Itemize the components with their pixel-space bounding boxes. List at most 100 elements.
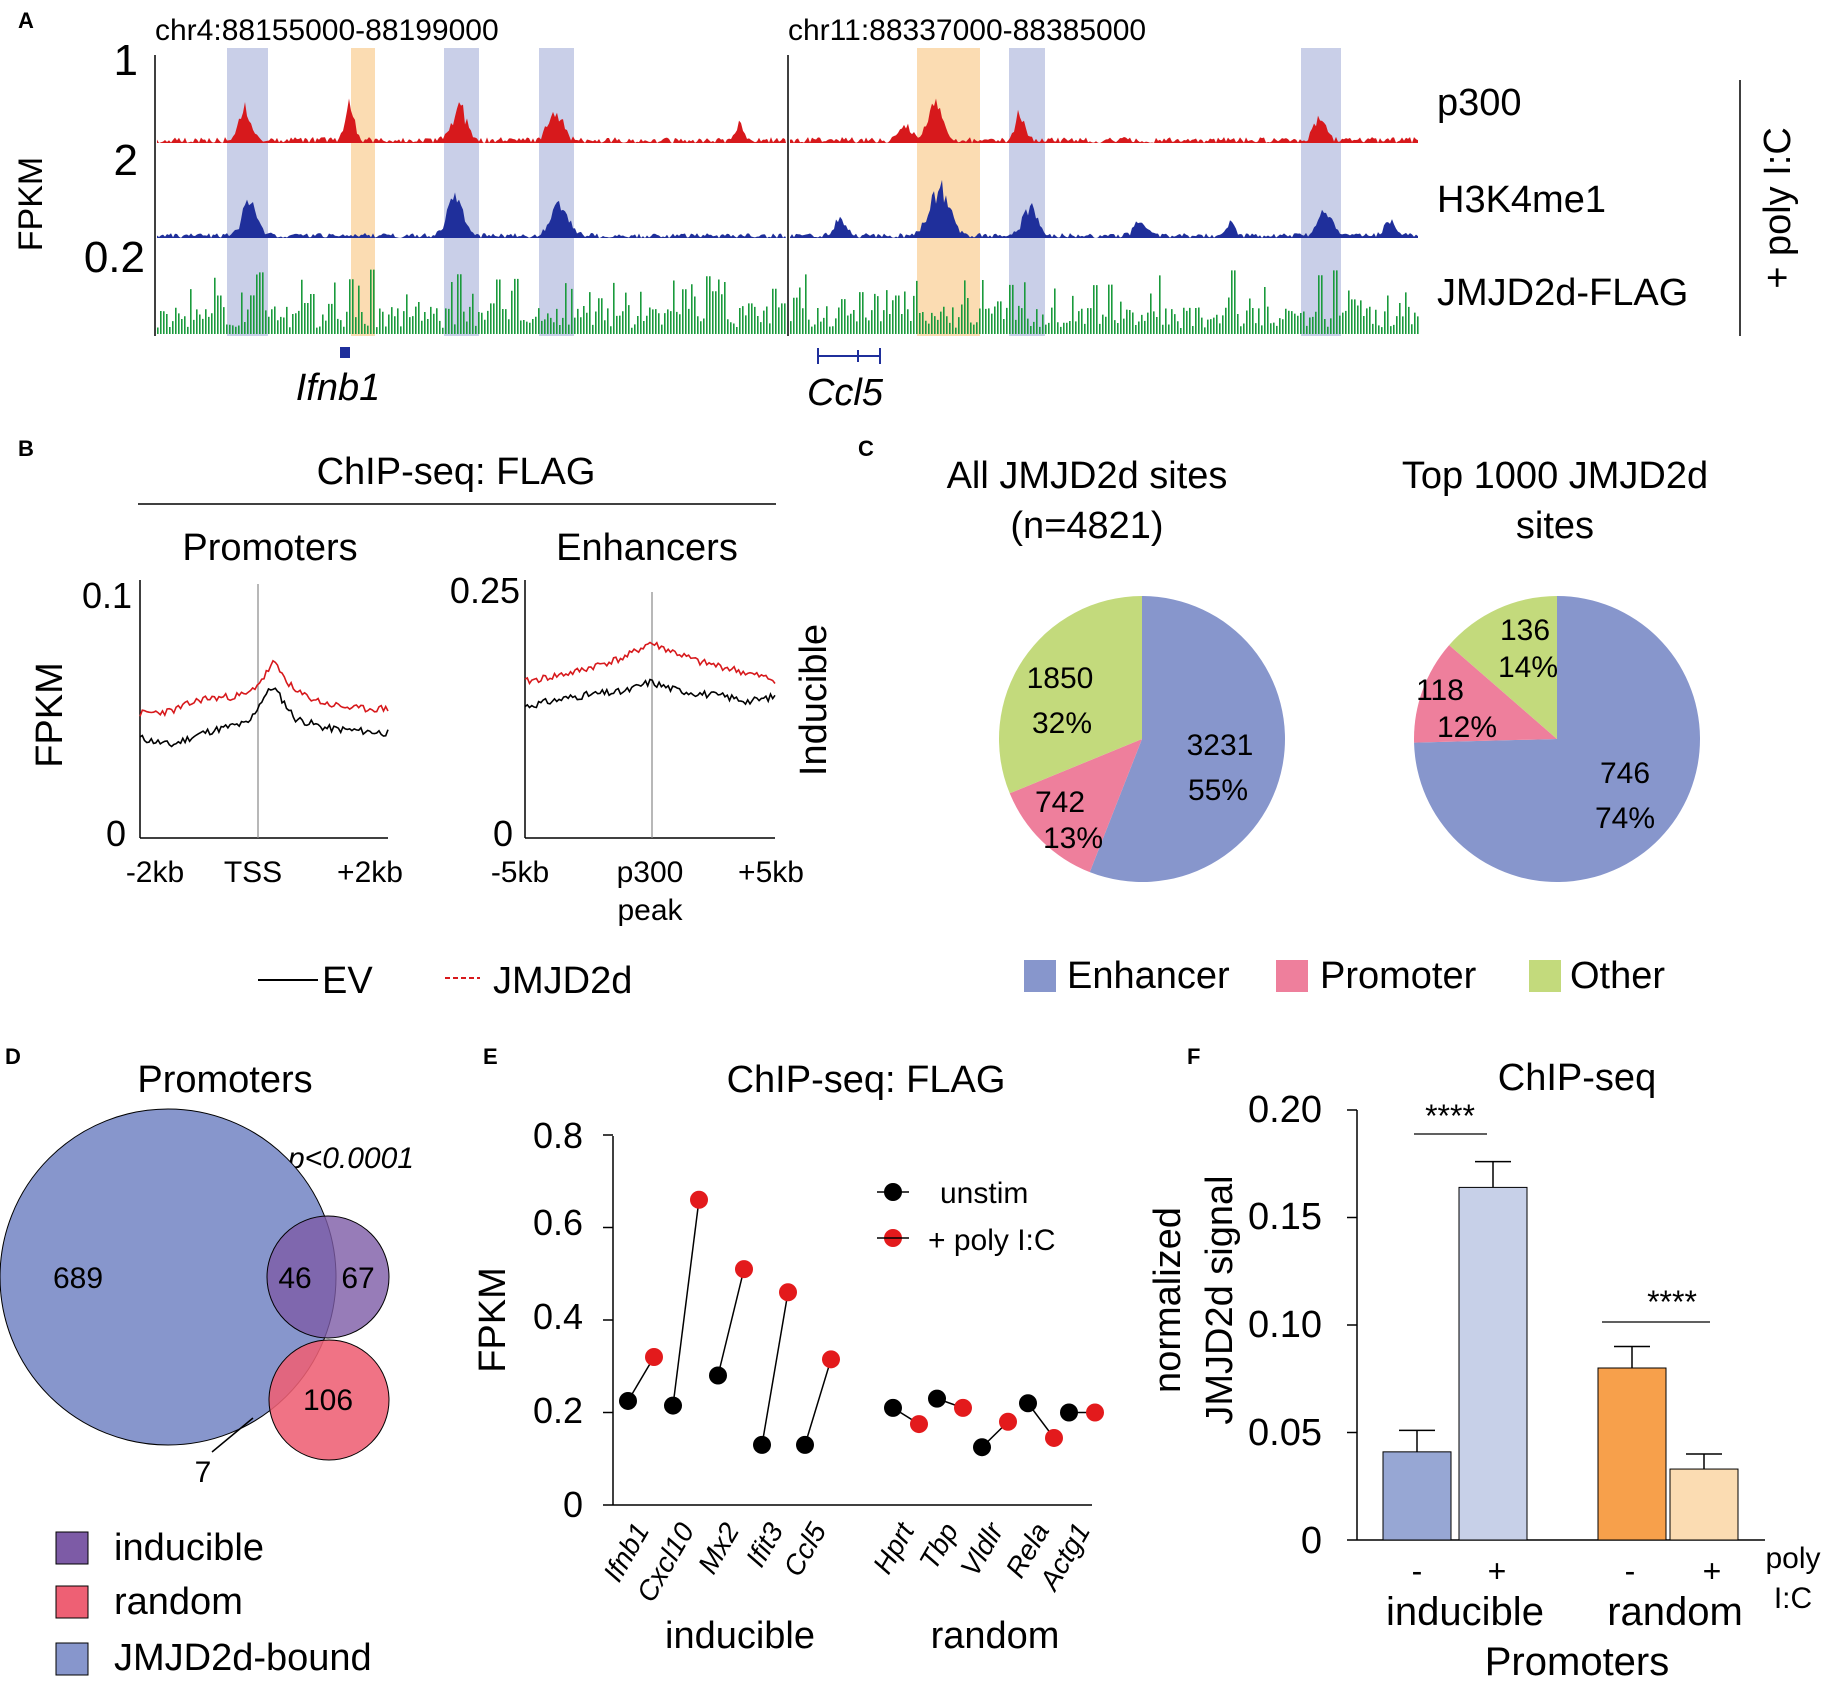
venn-count-random-only: 106: [303, 1384, 353, 1417]
legend-inducible-swatch: [55, 1531, 89, 1565]
panel-f-bars: [1382, 1160, 1739, 1541]
enhancers-subtitle: Enhancers: [556, 527, 738, 569]
pie-slice-promoter: [1413, 645, 1557, 743]
venn-count-bound-only: 689: [53, 1262, 103, 1295]
inducible-side-label: Inducible: [793, 624, 835, 776]
ifnb1-gene-model: [340, 347, 350, 358]
f-ytick-1: 0.05: [1248, 1412, 1322, 1454]
pie2-title-line1: Top 1000 JMJD2d: [1402, 455, 1708, 497]
pie1-other-count: 1850: [1027, 662, 1094, 695]
legend-enhancer-swatch: [1024, 960, 1056, 992]
track-scale-h3k4me1: 2: [114, 136, 138, 185]
pie-slice-enhancer: [1414, 596, 1700, 882]
panel-d-label: D: [5, 1044, 21, 1069]
enhancers-xtick-center-sub: peak: [617, 894, 683, 927]
highlight-band-blue: [227, 48, 268, 336]
venn-pvalue: p<0.0001: [287, 1142, 414, 1175]
f-ytick-2: 0.10: [1248, 1304, 1322, 1346]
venn-random-circle: [268, 1339, 390, 1461]
panel-d-title: Promoters: [137, 1059, 312, 1101]
dot-unstim-mx2: [709, 1366, 727, 1385]
enhancers-xtick-left: -5kb: [491, 856, 549, 889]
panel-f-ylabel-line1: normalized: [1147, 1207, 1189, 1393]
bar-inducible-minus: [1382, 1451, 1452, 1541]
panel-a-ylabel: FPKM: [12, 157, 50, 251]
pie-all-sites: [998, 596, 1286, 882]
gene-label-hprt: Hprt: [867, 1516, 921, 1578]
panel-a: A chr4:88155000-88199000 chr11:88337000-…: [12, 8, 1799, 414]
panel-e-label: E: [483, 1044, 498, 1069]
highlight-band-orange: [917, 48, 980, 336]
panel-f: F ChIP-seq normalized JMJD2d signal 0 0.…: [1147, 1044, 1821, 1684]
f-ytick-3: 0.15: [1248, 1196, 1322, 1238]
track-name-h3k4me1: H3K4me1: [1437, 179, 1606, 221]
legend-bound-swatch: [55, 1642, 89, 1676]
bar-inducible-plus: [1458, 1186, 1528, 1541]
pair-link-cxcl10: [672, 1199, 700, 1406]
dot-stim-ifit3: [779, 1283, 797, 1302]
panel-f-label: F: [1187, 1044, 1200, 1069]
legend-inducible-label: inducible: [114, 1527, 264, 1569]
legend-other-swatch: [1529, 960, 1561, 992]
sig-stars-inducible: ****: [1425, 1098, 1475, 1134]
legend-promoter-swatch: [1276, 960, 1308, 992]
dot-unstim-vldlr: [973, 1438, 991, 1457]
venn-overlap-leader-line: [211, 1417, 254, 1453]
dot-stim-mx2: [735, 1260, 753, 1279]
ccl5-gene-model: [817, 348, 881, 364]
f-cond-random-minus: -: [1625, 1553, 1636, 1589]
dot-unstim-actg1: [1060, 1403, 1078, 1422]
e-ytick-1: 0.2: [533, 1390, 583, 1431]
pie-slice-other: [1449, 596, 1557, 739]
condition-label: + poly I:C: [1757, 127, 1799, 289]
e-ytick-0: 0: [563, 1484, 583, 1525]
pie-top1000-sites: [1413, 596, 1700, 882]
track-scale-jmjd2d: 0.2: [84, 233, 145, 282]
dot-stim-vldlr: [999, 1412, 1017, 1431]
pie2-enhancer-pct: 74%: [1595, 802, 1655, 835]
legend-stim-label: + poly I:C: [928, 1224, 1056, 1257]
legend-ev-label: EV: [322, 960, 373, 1002]
dot-stim-tbp: [954, 1398, 972, 1417]
pie-slice-promoter: [1009, 739, 1142, 873]
enhancers-xtick-right: +5kb: [738, 856, 804, 889]
panel-f-y-ticks: [1347, 1109, 1357, 1541]
panel-d: D Promoters p<0.0001 689 46 67 106 7 ind…: [0, 1044, 414, 1679]
panel-e-group-inducible: inducible: [665, 1615, 815, 1657]
pie2-other-pct: 14%: [1498, 651, 1558, 684]
enhancers-ev-line: [524, 678, 776, 709]
panel-e-paired-dots: [619, 1190, 1104, 1457]
f-group-random: random: [1607, 1590, 1743, 1634]
pie1-promoter-count: 742: [1035, 786, 1085, 819]
dot-stim-rela: [1045, 1428, 1063, 1447]
highlight-band-blue: [539, 48, 574, 336]
pie1-enhancer-pct: 55%: [1188, 774, 1248, 807]
dot-unstim-cxcl10: [664, 1396, 682, 1415]
panel-e: E ChIP-seq: FLAG FPKM 0 0.2 0.4 0.6 0.8 …: [472, 1044, 1104, 1657]
enhancers-ymin: 0: [493, 813, 513, 854]
pie1-title-line1: All JMJD2d sites: [947, 455, 1228, 497]
panel-e-title: ChIP-seq: FLAG: [727, 1059, 1006, 1101]
pie1-promoter-pct: 13%: [1043, 822, 1103, 855]
jmjd2d-flag-signal-track: [157, 269, 1419, 334]
pie2-title-line2: sites: [1516, 505, 1594, 547]
highlight-band-blue: [1009, 48, 1045, 336]
panel-b-ylabel: FPKM: [29, 662, 71, 768]
pair-link-mx2: [717, 1268, 745, 1376]
f-xlabel: Promoters: [1485, 1640, 1670, 1684]
f-cond-inducible-plus: +: [1488, 1553, 1507, 1589]
track-scale-p300: 1: [114, 36, 138, 85]
highlight-bands: [227, 48, 1341, 336]
gene-label-mx2: Mx2: [692, 1517, 746, 1579]
f-cond-title-line2: I:C: [1774, 1582, 1812, 1615]
dot-unstim-rela: [1019, 1394, 1037, 1413]
pie1-title-line2: (n=4821): [1010, 505, 1163, 547]
region2-coordinate: chr11:88337000-88385000: [788, 14, 1146, 47]
promoters-ymin: 0: [106, 813, 126, 854]
e-ytick-2: 0.4: [533, 1296, 583, 1337]
dot-stim-ccl5: [822, 1350, 840, 1369]
legend-unstim-label: unstim: [940, 1177, 1028, 1210]
enhancers-ymax: 0.25: [450, 570, 520, 611]
dot-unstim-hprt: [884, 1398, 902, 1417]
